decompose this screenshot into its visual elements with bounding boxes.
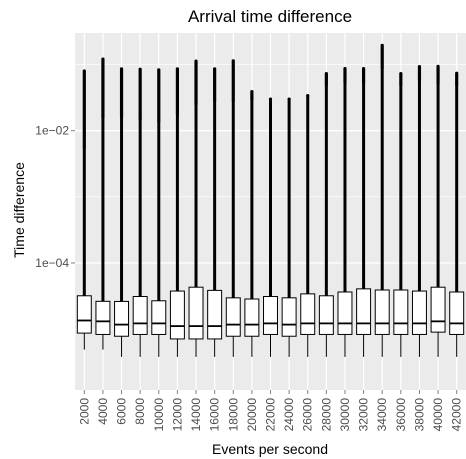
box-iqr [301,294,315,335]
chart-title: Arrival time difference [188,7,352,26]
x-tick-label: 10000 [152,398,166,432]
x-tick-label: 34000 [375,398,389,432]
x-tick-label: 20000 [245,398,259,432]
box-iqr [170,291,184,339]
box-iqr [245,299,259,336]
box-iqr [189,287,203,339]
x-axis-ticks: 2000 4000 6000 8000 10000 12000 14000 16000 1800… [77,390,463,431]
box-iqr [96,301,110,334]
x-tick-label: 12000 [170,398,184,432]
y-tick-label: 1e−02 [35,124,69,138]
x-tick-label: 38000 [412,398,426,432]
x-axis-label: Events per second [212,441,328,457]
box-iqr [264,297,278,335]
x-tick-label: 2000 [77,398,91,425]
x-tick-label: 42000 [450,398,464,432]
box-iqr [431,287,445,332]
x-tick-label: 18000 [226,398,240,432]
x-tick-label: 28000 [319,398,333,432]
x-tick-label: 40000 [431,398,445,432]
box-iqr [375,290,389,334]
box-iqr [357,289,371,335]
x-tick-label: 16000 [208,398,222,432]
x-tick-label: 6000 [115,398,129,425]
y-axis-ticks: 1e−04 1e−02 [35,124,75,270]
box-iqr [115,301,129,336]
box-iqr [226,298,240,336]
x-tick-label: 4000 [96,398,110,425]
box-iqr [319,296,333,335]
box-iqr [412,291,426,334]
x-tick-label: 22000 [264,398,278,432]
x-tick-label: 26000 [301,398,315,432]
box-iqr [152,301,166,335]
y-tick-label: 1e−04 [35,256,69,270]
x-tick-label: 32000 [357,398,371,432]
x-tick-label: 24000 [282,398,296,432]
x-tick-label: 30000 [338,398,352,432]
x-tick-label: 8000 [133,398,147,425]
x-tick-label: 14000 [189,398,203,432]
box-iqr [282,298,296,336]
box-iqr [208,290,222,339]
box-iqr [133,297,147,335]
x-tick-label: 36000 [394,398,408,432]
y-axis-label: Time difference [11,162,27,258]
box-iqr [394,290,408,334]
box-iqr [338,292,352,334]
box-iqr [77,296,91,333]
box-iqr [450,292,464,334]
